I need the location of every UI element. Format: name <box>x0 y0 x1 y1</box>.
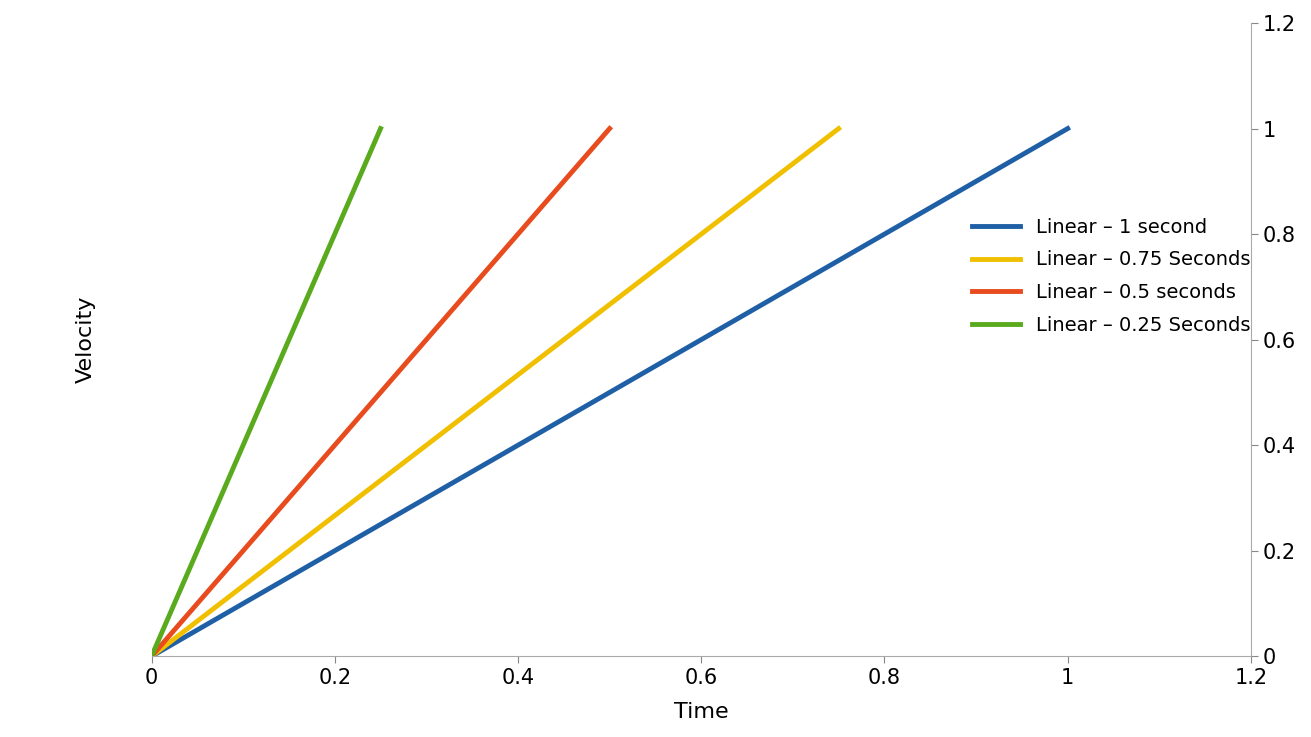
Text: Velocity: Velocity <box>76 296 96 383</box>
X-axis label: Time: Time <box>674 702 729 722</box>
Legend: Linear – 1 second, Linear – 0.75 Seconds, Linear – 0.5 seconds, Linear – 0.25 Se: Linear – 1 second, Linear – 0.75 Seconds… <box>964 210 1259 343</box>
